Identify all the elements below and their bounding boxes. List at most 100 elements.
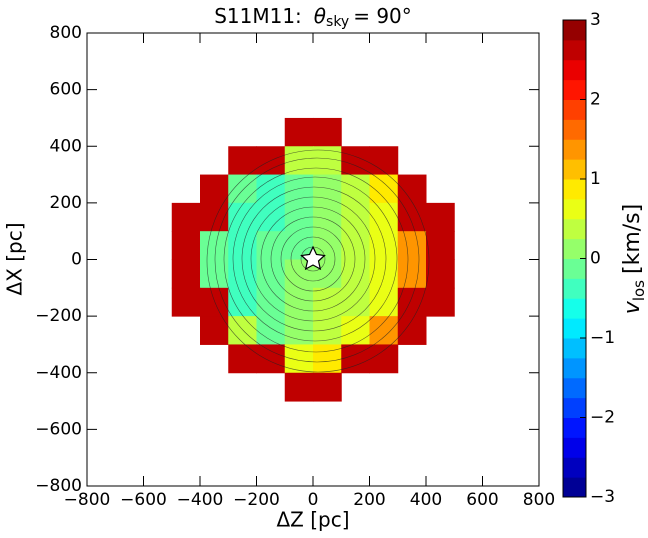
y-tick-label: −200 bbox=[35, 306, 82, 326]
colorbar-band bbox=[563, 298, 586, 319]
x-tick-label: −800 bbox=[64, 490, 111, 510]
x-tick-label: 200 bbox=[353, 490, 385, 510]
x-tick-label: −400 bbox=[177, 490, 224, 510]
colorbar-band bbox=[563, 39, 586, 61]
colorbar-label: vlos [km/s] bbox=[620, 204, 648, 314]
y-tick-label: −400 bbox=[35, 363, 82, 383]
x-axis-label: ΔZ [pc] bbox=[276, 508, 349, 532]
heatmap-cell bbox=[369, 146, 399, 176]
y-tick-label: 200 bbox=[50, 193, 82, 213]
x-tick-label: 800 bbox=[523, 490, 555, 510]
heatmap-cell bbox=[228, 202, 257, 232]
heatmap-cell bbox=[369, 202, 399, 232]
heatmap-cell bbox=[313, 117, 342, 147]
x-tick-label: 400 bbox=[410, 490, 442, 510]
heatmap-cell bbox=[426, 202, 455, 232]
heatmap-cell bbox=[426, 231, 455, 260]
colorbar-band bbox=[563, 159, 586, 180]
x-tick-label: −600 bbox=[120, 490, 167, 510]
y-tick-label: 600 bbox=[50, 80, 82, 100]
heatmap-cell bbox=[397, 287, 427, 317]
colorbar-band bbox=[563, 457, 586, 478]
heatmap-cell bbox=[284, 117, 314, 147]
cbar-unit: [km/s] bbox=[620, 204, 645, 274]
colorbar-tick-label: −3 bbox=[590, 487, 615, 507]
colorbar-band bbox=[563, 238, 586, 259]
heatmap-cell bbox=[341, 259, 370, 289]
heatmap-cell bbox=[171, 202, 201, 232]
colorbar-tick-label: −1 bbox=[590, 328, 615, 348]
colorbar-band bbox=[563, 119, 586, 140]
cbar-symbol: v bbox=[620, 300, 645, 314]
heatmap-cell bbox=[228, 316, 257, 345]
colorbar-band bbox=[563, 437, 586, 458]
heatmap-cell bbox=[228, 146, 257, 176]
heatmap-cell bbox=[369, 344, 399, 374]
center-star bbox=[300, 245, 326, 271]
x-tick-label: 0 bbox=[308, 490, 319, 510]
heatmap-cell bbox=[200, 202, 229, 232]
heatmap-cell bbox=[256, 202, 286, 232]
colorbar-band bbox=[563, 318, 586, 339]
heatmap-cell bbox=[369, 259, 399, 289]
y-tick-label: 0 bbox=[71, 250, 82, 270]
y-tick-label: −600 bbox=[35, 419, 82, 439]
colorbar-band bbox=[563, 79, 586, 100]
colorbar-tick-label: −2 bbox=[590, 408, 615, 428]
heatmap-cell bbox=[369, 316, 399, 345]
heatmap-cell bbox=[341, 202, 370, 232]
heatmap-cell bbox=[200, 231, 229, 260]
colorbar bbox=[563, 20, 586, 498]
colorbar-tick-label: 2 bbox=[590, 90, 601, 110]
heatmap-cell bbox=[397, 259, 427, 289]
heatmap-cell bbox=[284, 146, 314, 176]
heatmap-cell bbox=[171, 287, 201, 317]
colorbar-band bbox=[563, 477, 586, 498]
title-suffix: = 90° bbox=[353, 4, 412, 28]
heatmap-cell bbox=[369, 287, 399, 317]
heatmap-cell bbox=[284, 372, 314, 402]
heatmap-cell bbox=[313, 287, 342, 317]
colorbar-band bbox=[563, 377, 586, 399]
heatmap-cell bbox=[256, 259, 286, 289]
colorbar-band bbox=[563, 357, 586, 379]
heatmap-cell bbox=[256, 344, 286, 374]
heatmap-cell bbox=[228, 344, 257, 374]
colorbar-tick-label: 1 bbox=[590, 169, 601, 189]
colorbar-tick-label: 3 bbox=[590, 10, 601, 30]
heatmap-cell bbox=[369, 174, 399, 204]
colorbar-band bbox=[563, 218, 586, 240]
chart-title: S11M11: θsky = 90° bbox=[214, 4, 412, 31]
heatmap-cell bbox=[313, 344, 342, 374]
colorbar-tick-label: 0 bbox=[590, 249, 601, 269]
heatmap-cell bbox=[397, 231, 427, 260]
heatmap-cell bbox=[171, 259, 201, 289]
colorbar-band bbox=[563, 278, 586, 299]
title-prefix: S11M11: bbox=[214, 4, 302, 28]
heatmap-cell bbox=[426, 287, 455, 317]
colorbar-band bbox=[563, 20, 586, 41]
heatmap-cell bbox=[341, 231, 370, 260]
heatmap-cell bbox=[284, 287, 314, 317]
heatmap-cell bbox=[313, 174, 342, 204]
heatmap-cell bbox=[256, 174, 286, 204]
colorbar-band bbox=[563, 397, 586, 418]
colorbar-band bbox=[563, 139, 586, 160]
heatmap-cell bbox=[397, 202, 427, 232]
colorbar-band bbox=[563, 198, 586, 220]
heatmap-cell bbox=[200, 316, 229, 345]
colorbar-band bbox=[563, 417, 586, 438]
title-symbol: θ bbox=[314, 4, 326, 28]
x-tick-label: −200 bbox=[233, 490, 280, 510]
heatmap-cell bbox=[313, 316, 342, 345]
x-tick-label: 600 bbox=[466, 490, 498, 510]
colorbar-band bbox=[563, 338, 586, 359]
heatmap-cell bbox=[171, 231, 201, 260]
heatmap-cell bbox=[313, 372, 342, 402]
title-subscript: sky bbox=[326, 14, 349, 30]
heatmap-cell bbox=[284, 344, 314, 374]
colorbar-band bbox=[563, 179, 586, 200]
colorbar-band bbox=[563, 59, 586, 81]
heatmap-cell bbox=[341, 174, 370, 204]
